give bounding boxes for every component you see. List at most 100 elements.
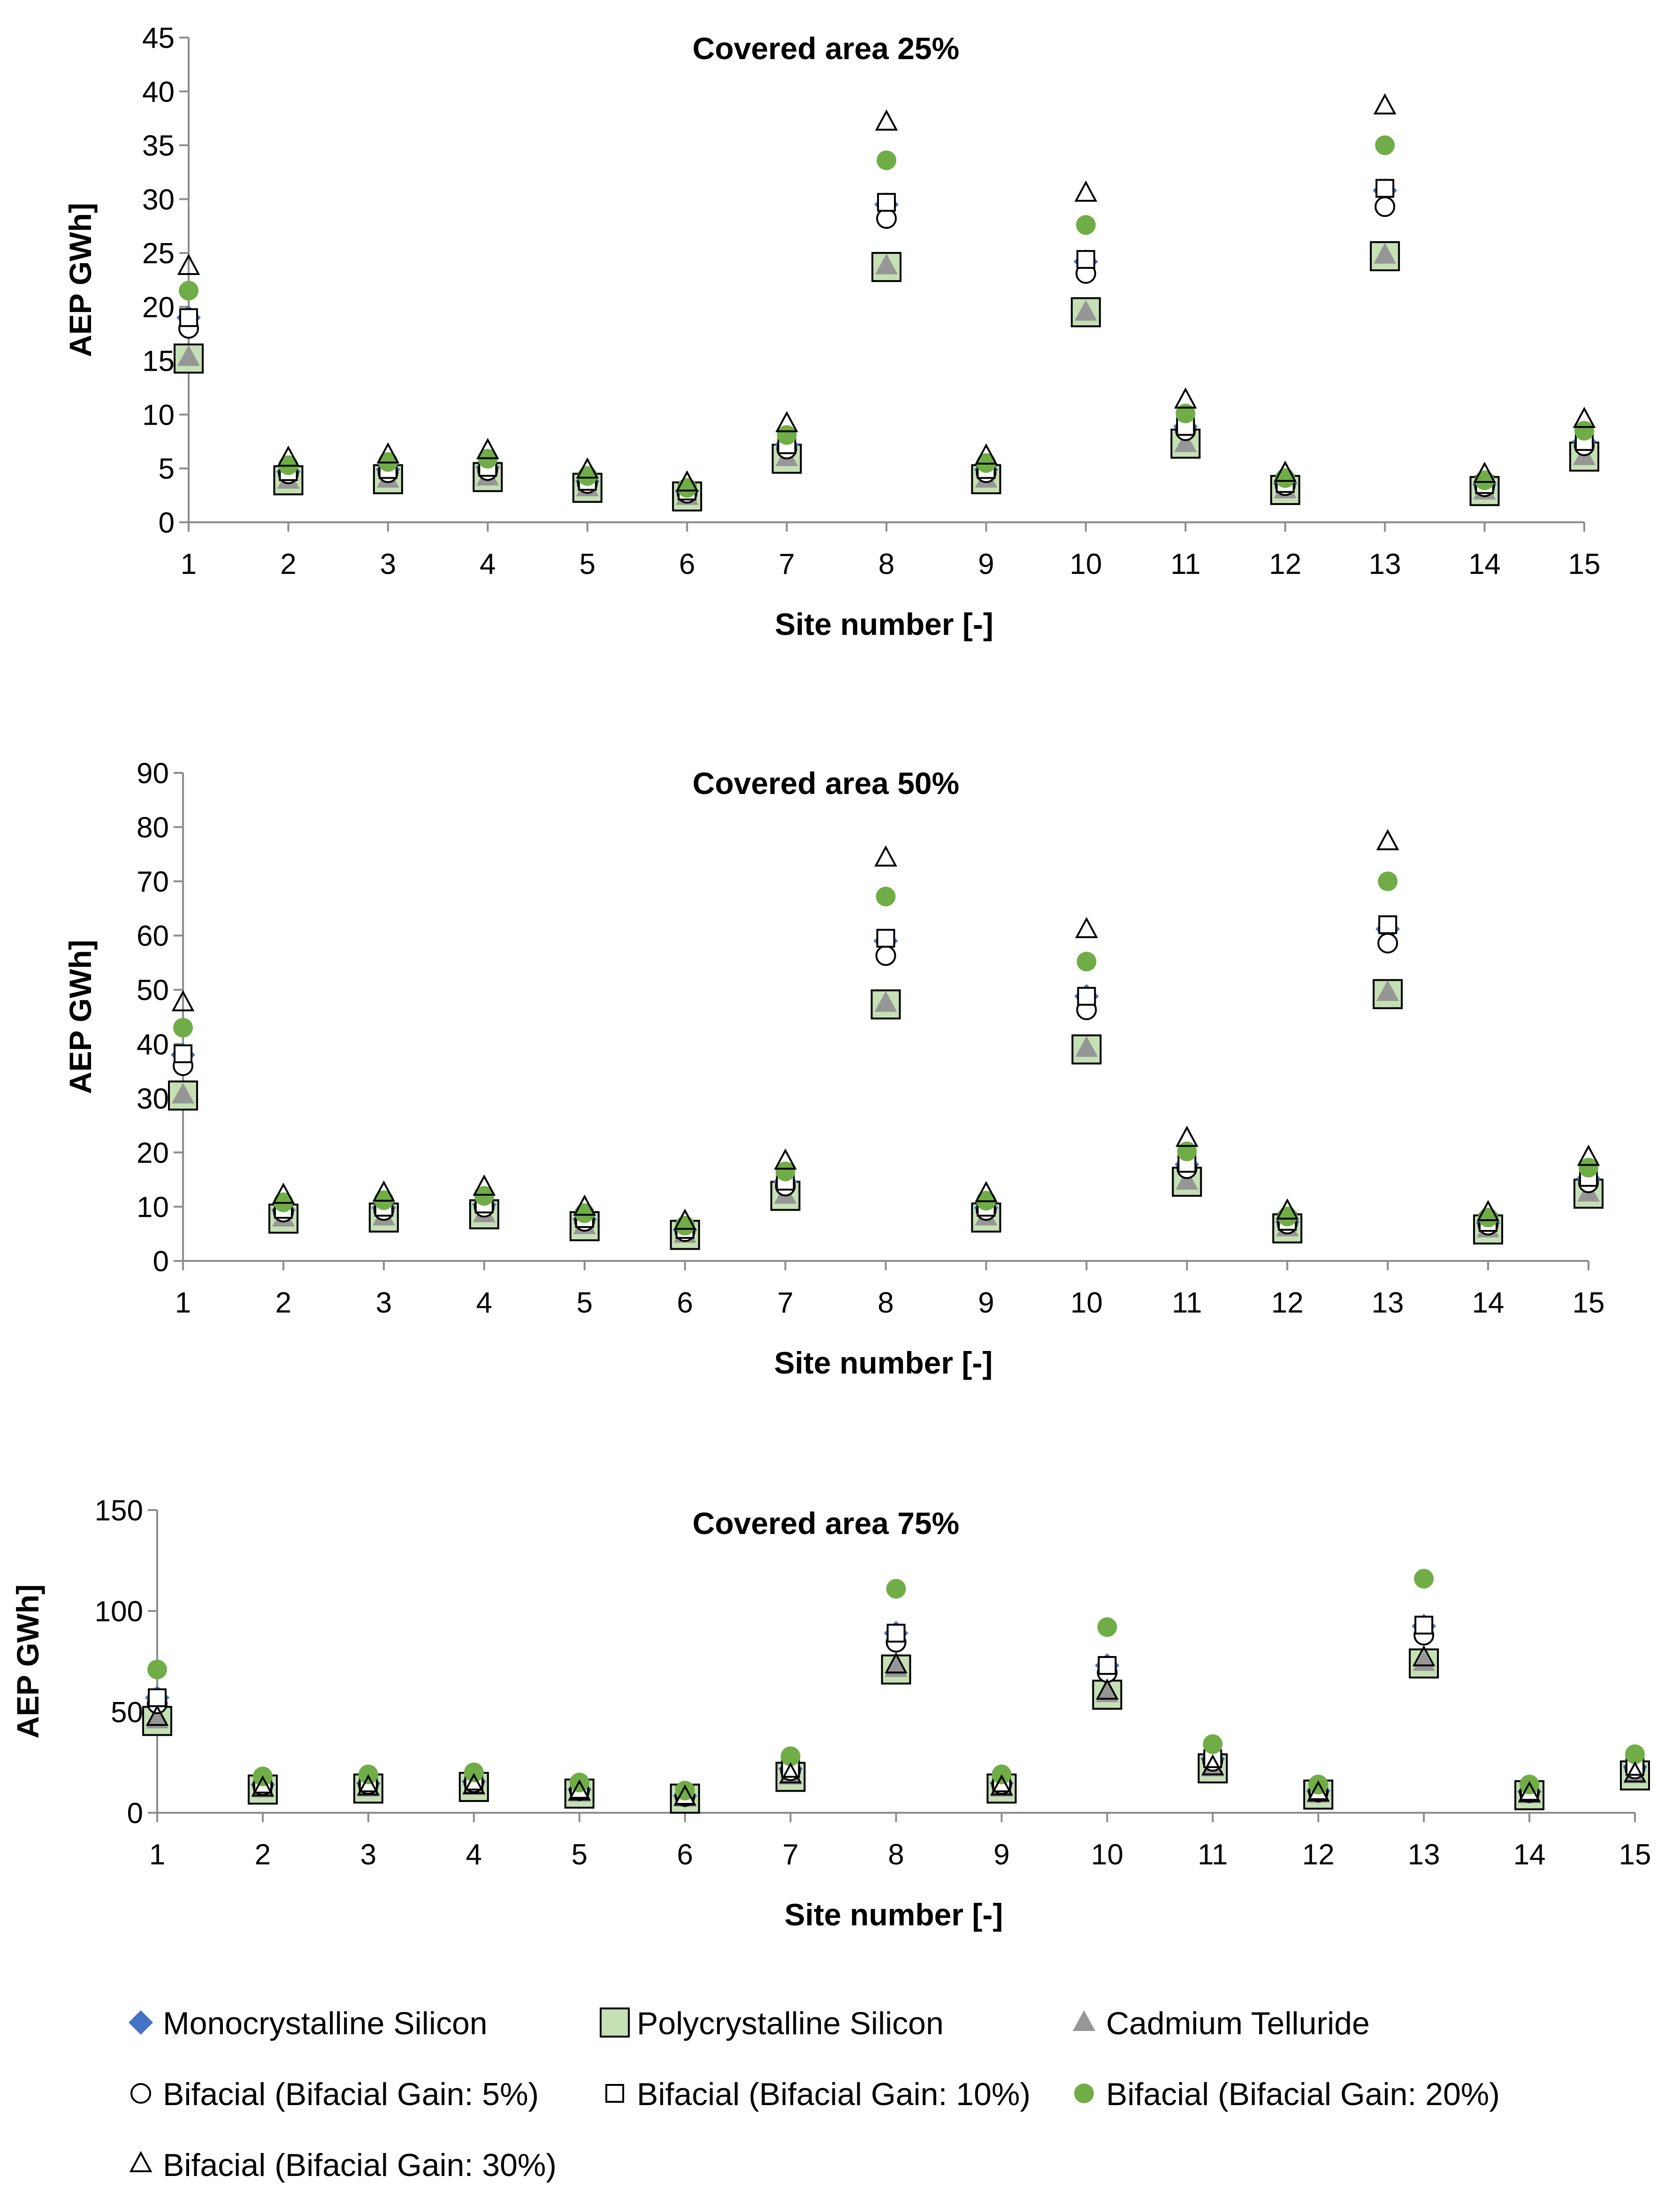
data-point: [573, 1194, 596, 1216]
x-tick-label: 1: [181, 548, 197, 580]
data-point: [462, 1773, 486, 1794]
x-axis-title: Site number [-]: [775, 607, 993, 641]
x-tick-label: 8: [888, 1839, 904, 1871]
y-axis-title: AEP GWh]: [63, 940, 98, 1094]
y-tick-label: 10: [142, 399, 175, 431]
legend-marker: [600, 2008, 630, 2038]
data-point: [1074, 300, 1097, 321]
x-tick-label: 6: [677, 1287, 693, 1319]
legend-item: Bifacial (Bifacial Gain: 30%): [129, 2147, 557, 2183]
data-point: [875, 253, 898, 275]
data-point: [179, 308, 198, 327]
y-tick-label: 100: [95, 1595, 143, 1628]
x-tick-label: 3: [380, 548, 396, 580]
y-tick-label: 80: [137, 812, 169, 844]
data-point: [777, 425, 797, 445]
data-point: [251, 1775, 275, 1797]
data-point: [1076, 215, 1096, 235]
x-tick-label: 13: [1408, 1839, 1440, 1871]
data-point: [1577, 1145, 1600, 1166]
data-point: [874, 991, 897, 1012]
legend-item: Bifacial (Bifacial Gain: 10%): [605, 2076, 1031, 2112]
legend-label: Bifacial (Bifacial Gain: 30%): [163, 2147, 557, 2183]
data-point: [1376, 829, 1399, 850]
data-point: [1075, 916, 1098, 939]
data-point: [1414, 1569, 1434, 1589]
series-circle-filled: [147, 1569, 1645, 1801]
data-point: [1077, 987, 1096, 1006]
x-tick-label: 11: [1172, 1287, 1202, 1319]
x-tick-label: 6: [677, 1839, 693, 1871]
data-point: [464, 1763, 484, 1782]
x-tick-label: 4: [476, 1287, 492, 1319]
x-tick-label: 9: [978, 1287, 994, 1319]
data-point: [1625, 1744, 1645, 1764]
y-tick-label: 0: [127, 1797, 143, 1830]
data-point: [1274, 460, 1297, 482]
data-point: [272, 1183, 295, 1204]
x-tick-label: 14: [1472, 1287, 1504, 1319]
data-point: [1412, 1645, 1436, 1667]
x-tick-label: 15: [1568, 548, 1601, 580]
x-tick-label: 2: [255, 1839, 271, 1871]
data-point: [877, 193, 896, 212]
series-triangle-open: [145, 1645, 1647, 1806]
x-tick-label: 6: [679, 548, 695, 580]
data-point: [886, 1579, 906, 1599]
data-point: [1414, 1616, 1434, 1635]
data-point: [779, 1762, 802, 1784]
data-point: [1518, 1781, 1541, 1802]
data-point: [885, 1652, 908, 1674]
data-point: [774, 1148, 797, 1170]
data-point: [179, 281, 199, 301]
data-point: [147, 1659, 167, 1679]
data-point: [1176, 404, 1196, 424]
data-point: [673, 1208, 696, 1230]
data-point: [673, 1784, 696, 1806]
data-point: [1175, 1125, 1199, 1147]
y-tick-label: 45: [142, 22, 175, 54]
series-circle-filled: [173, 871, 1598, 1236]
y-tick-label: 0: [153, 1245, 169, 1278]
y-tick-label: 5: [159, 453, 175, 485]
x-tick-label: 14: [1468, 548, 1501, 580]
data-point: [1377, 932, 1398, 954]
data-point: [177, 345, 200, 366]
data-point: [1174, 431, 1197, 452]
legend-label: Bifacial (Bifacial Gain: 20%): [1106, 2076, 1500, 2112]
legend-marker: [1073, 2010, 1095, 2031]
data-point: [1174, 387, 1197, 409]
legend-marker: [129, 2010, 153, 2035]
data-point: [177, 253, 200, 275]
data-point: [1096, 1678, 1119, 1700]
x-axis-title: Site number [-]: [785, 1897, 1003, 1932]
y-tick-label: 10: [137, 1191, 169, 1223]
y-tick-label: 50: [111, 1696, 143, 1729]
data-point: [357, 1774, 380, 1796]
data-point: [1203, 1734, 1223, 1754]
y-tick-label: 70: [137, 866, 169, 898]
data-point: [1476, 1200, 1500, 1221]
x-tick-label: 10: [1069, 548, 1102, 580]
data-point: [876, 886, 896, 907]
y-tick-label: 40: [137, 1029, 169, 1061]
x-tick-label: 4: [466, 1839, 482, 1871]
data-point: [145, 1704, 169, 1726]
data-point: [376, 442, 400, 464]
x-tick-label: 9: [978, 548, 994, 580]
x-tick-label: 10: [1091, 1839, 1123, 1871]
data-point: [1378, 915, 1397, 934]
data-point: [1306, 1780, 1330, 1802]
chart-title: Covered area 50%: [693, 766, 960, 801]
data-point: [1275, 1198, 1299, 1220]
x-tick-label: 15: [1619, 1839, 1651, 1871]
legend-marker: [605, 2084, 624, 2103]
y-tick-label: 15: [142, 345, 175, 378]
x-tick-label: 12: [1269, 548, 1301, 580]
data-point: [474, 1186, 494, 1206]
x-tick-label: 12: [1302, 1839, 1335, 1871]
x-tick-label: 7: [782, 1839, 798, 1871]
data-point: [675, 1215, 695, 1236]
data-point: [675, 470, 699, 492]
